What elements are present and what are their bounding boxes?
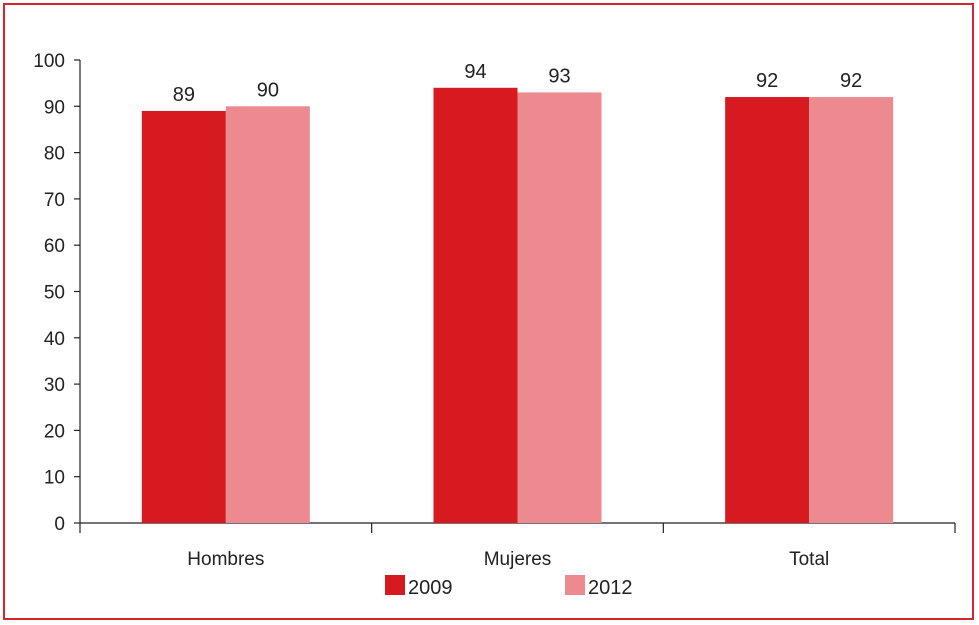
bar-2012-mujeres xyxy=(517,92,602,523)
y-tick-label: 10 xyxy=(44,468,65,489)
y-tick-label: 60 xyxy=(44,236,65,257)
bars: 89 90 94 93 92 92 xyxy=(141,61,894,524)
legend-swatch-2009 xyxy=(385,575,405,595)
data-label: 90 xyxy=(257,79,279,101)
y-tick-label: 90 xyxy=(44,97,65,118)
bar-2009-total xyxy=(725,97,810,523)
x-category-label: Total xyxy=(789,549,829,570)
x-category-label: Hombres xyxy=(187,549,264,570)
data-label: 93 xyxy=(548,65,570,87)
data-label: 92 xyxy=(840,70,862,92)
y-tick-label: 70 xyxy=(44,190,65,211)
data-label: 89 xyxy=(173,84,195,106)
legend-label: 2009 xyxy=(408,577,453,599)
y-tick-label: 40 xyxy=(44,329,65,350)
bar-2012-total xyxy=(809,97,894,523)
legend: 2009 2012 xyxy=(385,575,633,599)
bar-2009-hombres xyxy=(141,110,226,524)
legend-label: 2012 xyxy=(588,577,633,599)
bar-2012-hombres xyxy=(225,106,310,524)
y-tick-label: 80 xyxy=(44,144,65,165)
y-tick-label: 20 xyxy=(44,421,65,442)
y-tick-label: 30 xyxy=(44,375,65,396)
data-label: 94 xyxy=(464,61,486,83)
x-category-label: Mujeres xyxy=(484,549,552,570)
y-tick-label: 0 xyxy=(54,514,65,535)
legend-swatch-2012 xyxy=(565,575,585,595)
data-label: 92 xyxy=(756,70,778,92)
y-tick-label: 100 xyxy=(33,51,65,72)
bar-2009-mujeres xyxy=(433,87,518,523)
y-tick-label: 50 xyxy=(44,283,65,304)
